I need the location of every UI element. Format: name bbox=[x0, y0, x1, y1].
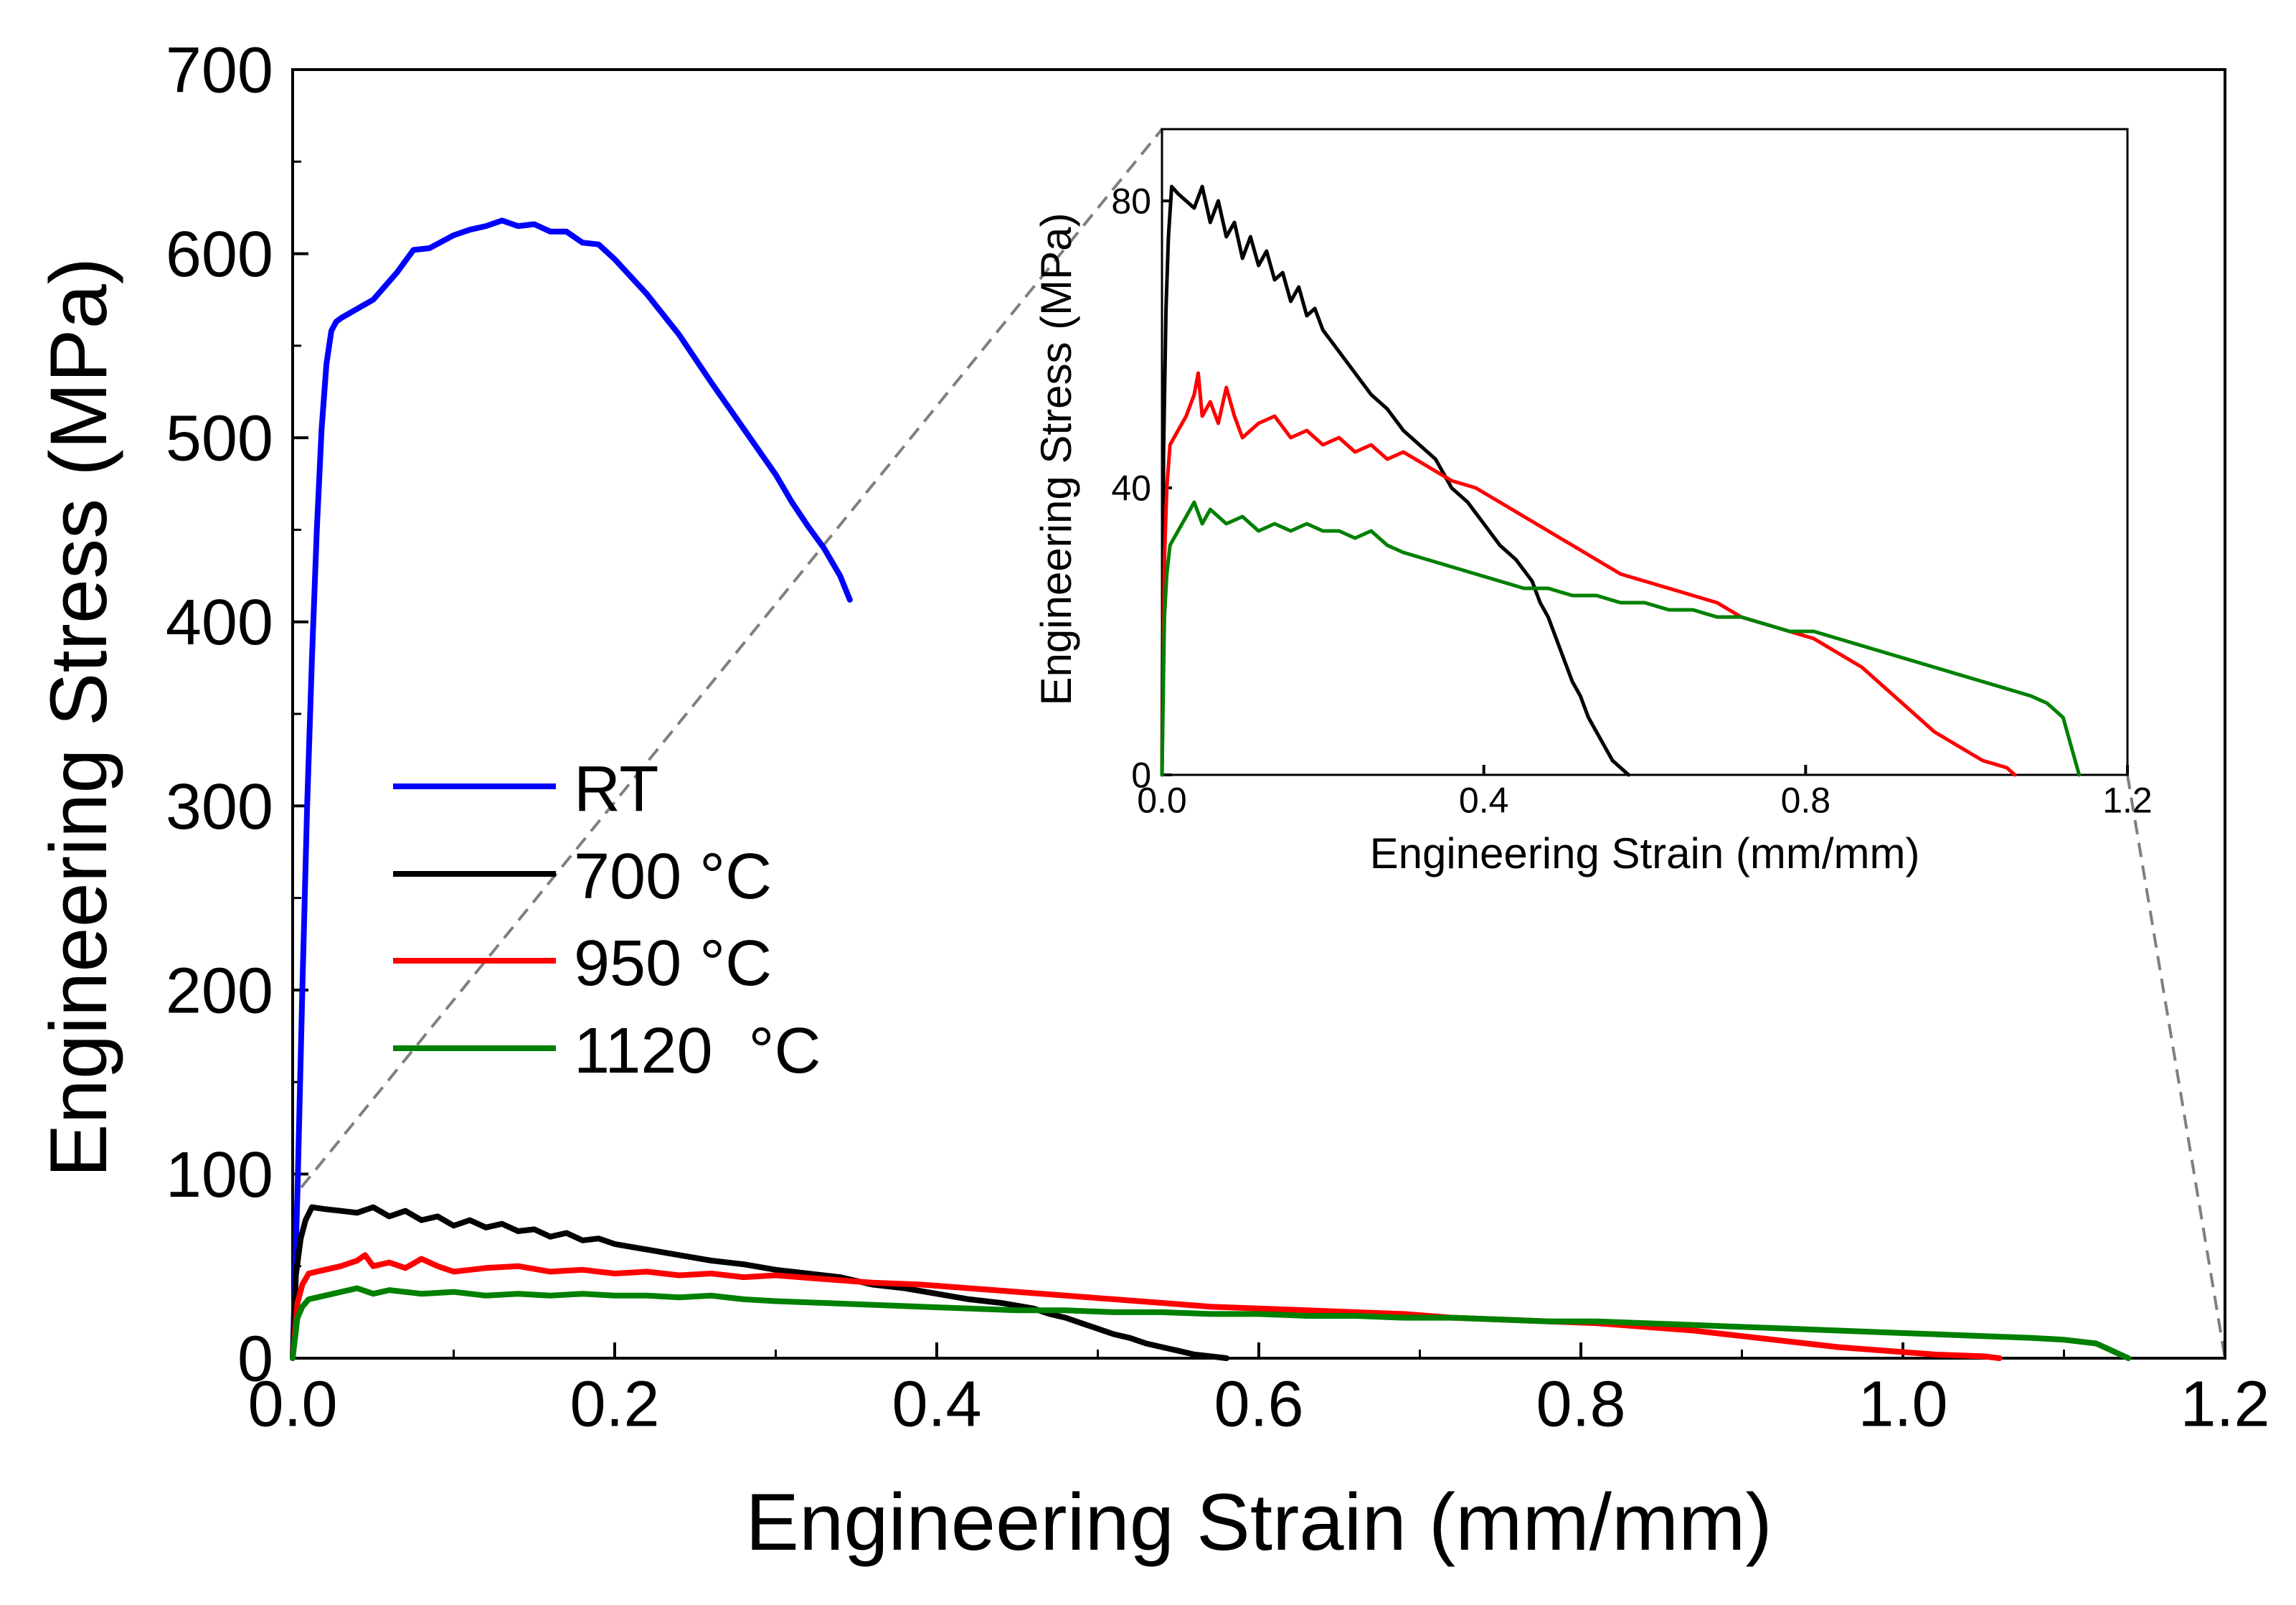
main-series-lines bbox=[290, 217, 2132, 1361]
inset-series-950-c bbox=[1160, 371, 2017, 777]
legend-label-700: 700 °C bbox=[574, 841, 772, 913]
main-y-ticks: 0 100 200 300 400 500 600 700 bbox=[166, 35, 308, 1395]
main-y-tick-label-500: 500 bbox=[166, 403, 273, 475]
main-x-tick-label-0-8: 0.8 bbox=[1536, 1369, 1625, 1441]
main-y-tick-label-600: 600 bbox=[166, 219, 273, 291]
main-minor-ticks bbox=[293, 160, 2065, 1358]
inset-y-ticks: 0 40 80 bbox=[1111, 182, 1172, 796]
main-x-tick-label-0-0: 0.0 bbox=[247, 1369, 337, 1441]
main-y-tick-label-100: 100 bbox=[166, 1139, 273, 1211]
inset-x-tick-label-1-2: 1.2 bbox=[2102, 781, 2153, 821]
legend-label-1120: 1120 °C bbox=[574, 1015, 821, 1087]
inset-x-tick-label-0-8: 0.8 bbox=[1781, 781, 1831, 821]
main-series-rt bbox=[290, 217, 853, 1361]
inset-plot-frame bbox=[1161, 128, 2129, 776]
main-plot: 0.0 0.2 0.4 0.6 0.8 1.0 1.2 010020030040050060… bbox=[34, 35, 2270, 1568]
inset-x-tick-label-0-0: 0.0 bbox=[1137, 781, 1187, 821]
main-y-tick-label-300: 300 bbox=[166, 771, 273, 843]
inset-y-axis-label: Engineering Stress (MPa) bbox=[1032, 213, 1080, 706]
zoom-guide-left bbox=[300, 128, 1163, 1189]
inset-series-lines bbox=[1160, 184, 2082, 777]
inset-x-tick-label-0-4: 0.4 bbox=[1459, 781, 1509, 821]
zoom-guide-right bbox=[2126, 774, 2226, 1359]
main-x-tick-label-1-2: 1.2 bbox=[2180, 1369, 2269, 1441]
inset-y-tick-label-80: 80 bbox=[1111, 182, 1151, 222]
main-series-1120-c bbox=[290, 1285, 2132, 1361]
main-y-tick-label-400: 400 bbox=[166, 587, 273, 659]
main-x-tick-label-0-6: 0.6 bbox=[1214, 1369, 1303, 1441]
inset-series-700-c bbox=[1160, 184, 1631, 777]
main-x-ticks: 0.0 0.2 0.4 0.6 0.8 1.0 1.2 bbox=[247, 1342, 2270, 1441]
inset-x-ticks: 0.0 0.4 0.8 1.2 bbox=[1137, 765, 2153, 821]
inset-x-axis-label: Engineering Strain (mm/mm) bbox=[1370, 829, 1920, 877]
legend-label-950: 950 °C bbox=[574, 928, 772, 999]
main-series-700-c bbox=[290, 1204, 1230, 1361]
main-x-tick-label-0-4: 0.4 bbox=[892, 1369, 981, 1441]
zoom-guides bbox=[300, 128, 2226, 1359]
inset-y-tick-label-0: 0 bbox=[1131, 756, 1151, 796]
inset-series-1120-c bbox=[1160, 500, 2082, 777]
main-y-tick-label-200: 200 bbox=[166, 955, 273, 1027]
main-x-tick-label-0-2: 0.2 bbox=[570, 1369, 659, 1441]
main-y-tick-label-0: 0 bbox=[237, 1324, 273, 1395]
inset-plot: 0.0 0.4 0.8 1.2 0 40 80 Engineering Strain (m… bbox=[1032, 128, 2153, 877]
legend-label-rt: RT bbox=[574, 753, 658, 825]
main-y-axis-label: Engineering Stress (MPa) bbox=[34, 258, 123, 1177]
main-y-tick-label-700: 700 bbox=[166, 35, 273, 107]
main-x-tick-label-1-0: 1.0 bbox=[1858, 1369, 1947, 1441]
main-series-950-c bbox=[290, 1252, 2003, 1361]
legend: RT 700 °C 950 °C 1120 °C bbox=[393, 753, 821, 1087]
main-x-axis-label: Engineering Strain (mm/mm) bbox=[745, 1477, 1772, 1567]
inset-y-tick-label-40: 40 bbox=[1111, 469, 1151, 509]
